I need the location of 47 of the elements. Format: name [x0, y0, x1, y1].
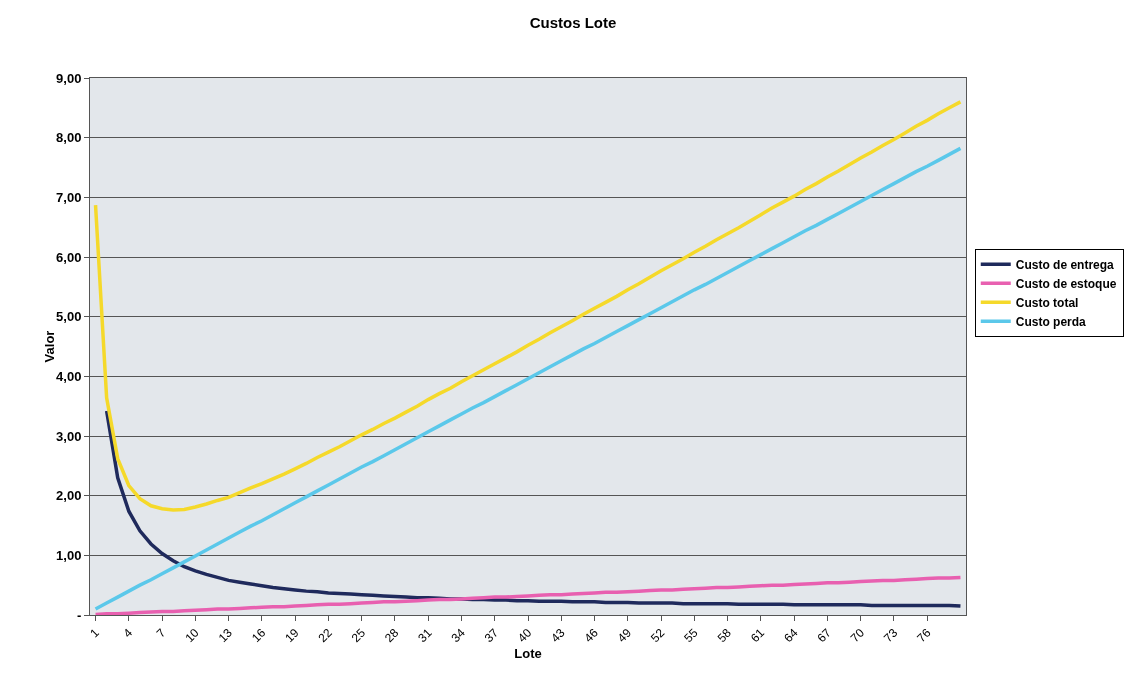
line-series — [93, 146, 963, 611]
x-tick-label: 1 — [87, 625, 103, 641]
y-tick-label: 4,00 — [56, 368, 82, 384]
legend-label: Custo total — [1015, 295, 1079, 310]
x-axis-title: Lote — [514, 645, 542, 661]
y-tick-label: 3,00 — [56, 428, 82, 444]
x-tick-label: 4 — [120, 625, 136, 641]
x-tick-label: 22 — [315, 625, 335, 646]
x-tick-label: 40 — [515, 625, 535, 646]
legend-label: Custo de entrega — [1015, 257, 1115, 272]
x-tick-label: 55 — [681, 625, 701, 646]
y-tick-label: 5,00 — [56, 309, 82, 325]
chart-title: Custos Lote — [529, 13, 617, 31]
x-tick-label: 10 — [182, 625, 202, 646]
x-tick-label: 52 — [648, 625, 668, 646]
y-tick-label: 9,00 — [56, 70, 82, 86]
y-tick-label: 1,00 — [56, 547, 82, 563]
x-tick-label: 19 — [282, 625, 302, 646]
x-tick-label: 58 — [714, 625, 735, 646]
x-tick-label: 73 — [880, 625, 901, 646]
x-tick-label: 70 — [847, 625, 868, 646]
x-tick-label: 13 — [215, 625, 236, 646]
x-tick-label: 25 — [348, 625, 369, 646]
x-tick-label: 49 — [614, 625, 635, 646]
x-tick-label: 61 — [747, 625, 768, 646]
x-tick-label: 7 — [153, 625, 169, 641]
line-series — [93, 100, 963, 512]
x-tick-label: 43 — [548, 625, 568, 646]
x-tick-label: 31 — [415, 625, 435, 646]
x-tick-label: 46 — [581, 625, 602, 646]
legend-label: Custo perda — [1015, 314, 1087, 329]
y-tick-label: 2,00 — [56, 488, 82, 504]
y-axis-title: Valor — [42, 330, 57, 363]
y-tick-label: 6,00 — [56, 249, 82, 265]
y-tick-label: 7,00 — [56, 189, 82, 205]
y-tick-label: 8,00 — [56, 130, 82, 146]
line-series — [93, 575, 963, 615]
x-tick-label: 67 — [814, 625, 834, 646]
x-tick-label: 34 — [448, 625, 469, 646]
x-tick-label: 16 — [248, 625, 269, 646]
x-tick-label: 64 — [781, 625, 801, 646]
x-tick-label: 76 — [914, 625, 934, 646]
x-tick-label: 37 — [481, 625, 502, 646]
x-tick-label: 28 — [381, 625, 402, 646]
line-series — [104, 409, 963, 608]
legend-label: Custo de estoque — [1015, 276, 1117, 291]
y-tick-label: - — [77, 607, 82, 623]
